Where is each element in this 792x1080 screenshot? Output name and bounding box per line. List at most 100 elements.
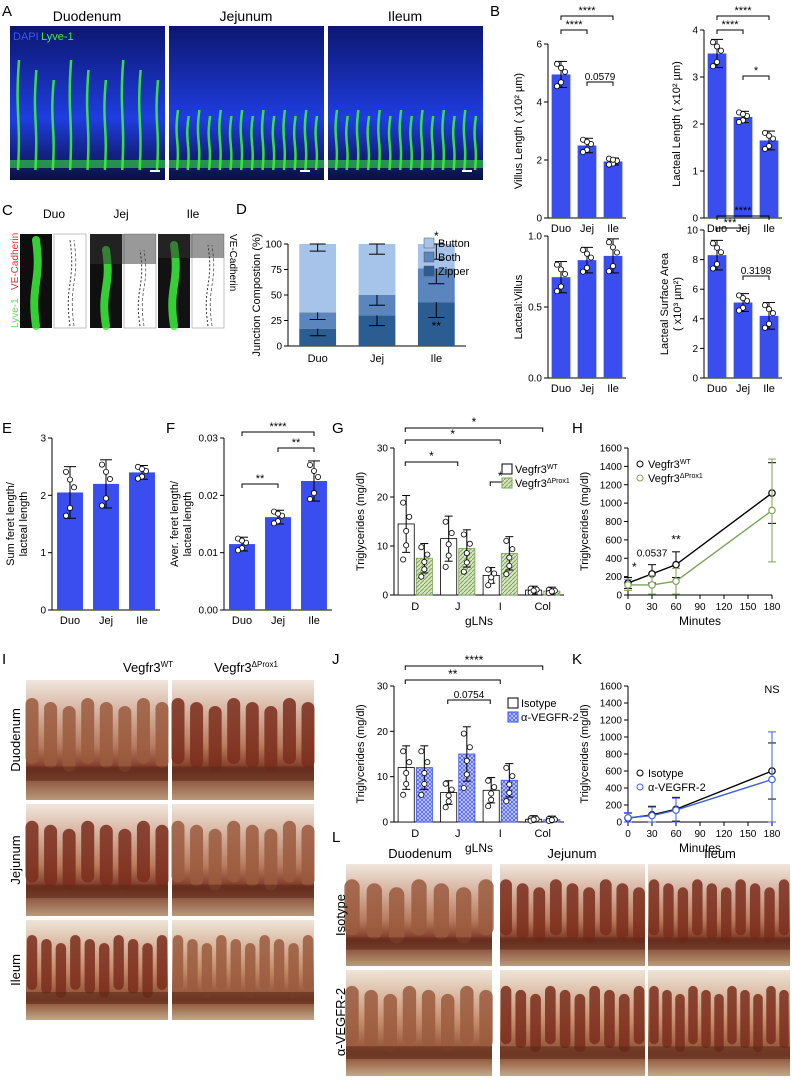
- data-point: [306, 496, 313, 503]
- series-point: [624, 581, 632, 589]
- villus: [500, 985, 512, 1045]
- villus: [779, 989, 789, 1049]
- villus: [55, 943, 67, 998]
- villus: [604, 989, 615, 1049]
- data-point: [71, 484, 78, 491]
- submucosa-band: [169, 160, 324, 168]
- x-tick-label: I: [499, 601, 502, 613]
- y-tick-label: 20: [377, 493, 389, 504]
- sig-label: ****: [269, 421, 287, 433]
- villus: [41, 939, 52, 994]
- y-axis-label: Junction Compostion (%): [251, 234, 263, 357]
- panel-letter-h: H: [572, 420, 583, 437]
- villus: [99, 943, 110, 998]
- villus: [589, 985, 600, 1045]
- data-point: [714, 261, 721, 268]
- data-point: [460, 568, 467, 575]
- villus: [749, 883, 761, 940]
- bar: [759, 315, 779, 378]
- villus: [662, 989, 672, 1049]
- data-point: [710, 63, 717, 70]
- muscle-layer: [172, 766, 314, 781]
- data-point: [606, 268, 613, 275]
- villus: [190, 824, 204, 887]
- bar: [577, 260, 597, 378]
- villus: [411, 879, 427, 936]
- y-tick-label: 1400: [600, 699, 623, 710]
- villus: [574, 993, 586, 1053]
- data-point: [491, 570, 498, 577]
- villus: [264, 828, 278, 891]
- muscle-layer: [500, 1046, 645, 1060]
- data-point: [421, 770, 428, 777]
- x-tick-label: Jej: [370, 353, 384, 365]
- sig-label: NS: [764, 684, 779, 696]
- x-tick-label: 120: [716, 602, 733, 613]
- sig-label: *: [434, 229, 439, 243]
- bar: [577, 145, 597, 218]
- sig-label: **: [292, 437, 301, 449]
- muscle-layer: [172, 992, 314, 1004]
- data-point: [99, 502, 106, 509]
- submucosa-band: [10, 160, 165, 168]
- villus: [273, 939, 285, 994]
- muscle-layer: [26, 992, 168, 1004]
- title-jejunum: Jejunum: [220, 8, 273, 24]
- y-tick-label: 8: [692, 255, 698, 266]
- legend-label: Isotype: [521, 698, 556, 710]
- data-point: [744, 297, 751, 304]
- sig-bracket: [742, 75, 770, 80]
- sig-label: **: [671, 533, 681, 547]
- y-tick-label: 1200: [600, 716, 623, 727]
- villus: [136, 820, 150, 883]
- x-tick-label: Duo: [551, 223, 571, 235]
- stack-segment: [299, 244, 337, 313]
- data-point: [614, 249, 621, 256]
- data-point: [588, 254, 595, 261]
- villus: [227, 698, 241, 764]
- x-tick-label: 0: [625, 602, 631, 613]
- villus: [516, 883, 529, 940]
- villus: [389, 887, 405, 944]
- villus: [81, 820, 95, 883]
- series-line: [627, 778, 773, 819]
- data-point: [736, 119, 743, 126]
- y-tick-label: 400: [605, 784, 622, 795]
- scale-bar: [462, 170, 472, 172]
- lacteal-stroke: [16, 59, 21, 171]
- villi-shapes-l: [344, 879, 790, 1060]
- data-point: [736, 307, 743, 314]
- sig-label: **: [256, 473, 265, 485]
- villus: [441, 993, 455, 1053]
- label-lyve1-vertical: Lyve-1: [10, 298, 21, 328]
- y-tick-label: 0.01: [199, 548, 219, 559]
- y-tick-label: 50: [271, 291, 283, 302]
- villus: [479, 989, 493, 1049]
- data-point: [610, 156, 617, 163]
- data-point: [99, 461, 106, 468]
- villus: [81, 698, 95, 764]
- sig-label: *: [472, 415, 477, 429]
- scale-bar: [300, 170, 310, 172]
- sig-label: 0.0579: [585, 72, 616, 83]
- l-col-ileum: Ileum: [704, 846, 736, 861]
- data-point: [584, 250, 591, 257]
- legend-marker: [636, 769, 644, 777]
- data-point: [463, 550, 470, 557]
- data-point: [554, 61, 561, 68]
- y-tick-label: 800: [605, 517, 622, 528]
- villus: [721, 887, 732, 944]
- y-tick-label: 0: [40, 606, 46, 617]
- series-point: [768, 506, 776, 515]
- legend-marker: [636, 783, 644, 791]
- data-point: [506, 781, 513, 788]
- x-tick-label: D: [411, 828, 419, 840]
- sig-label: *: [632, 560, 637, 574]
- sig-bracket: [404, 439, 501, 444]
- scale-bar: [150, 170, 160, 172]
- villus: [136, 698, 150, 764]
- data-point: [718, 47, 725, 54]
- y-tick-label: 10: [377, 542, 389, 553]
- y-tick-label: 0.5: [528, 303, 542, 314]
